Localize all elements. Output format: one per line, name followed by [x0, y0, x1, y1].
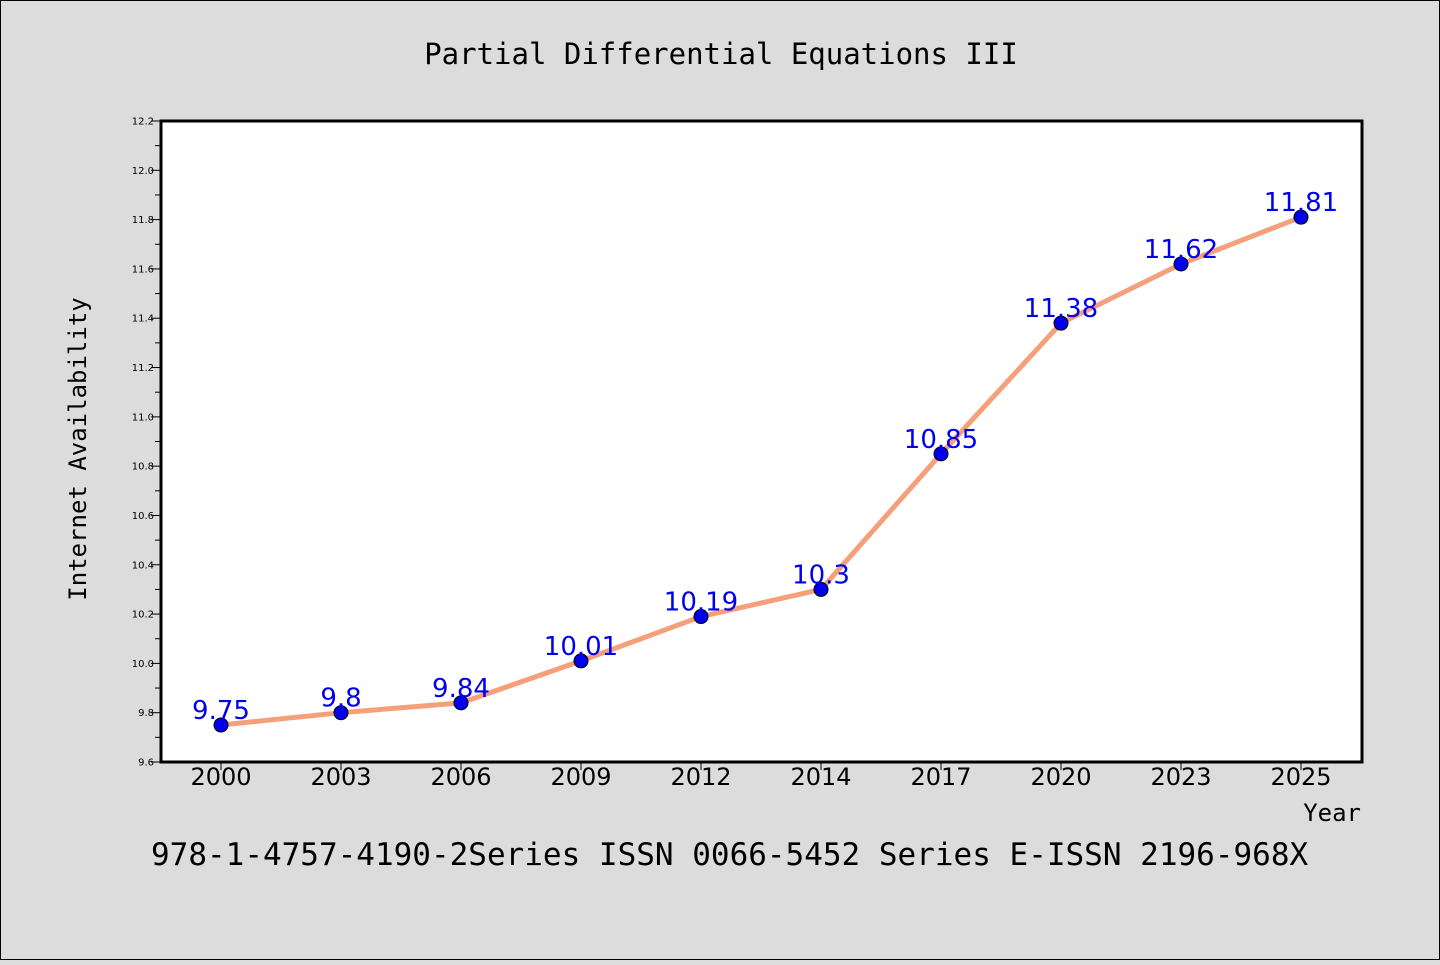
y-tick-label: 11.6 — [132, 264, 154, 275]
series-layer: 9.75 9.8 9.84 10.01 10.19 10.3 10.85 11.38 11.62… — [192, 188, 1338, 733]
data-label: 10.19 — [664, 588, 738, 618]
y-tick-label: 9.6 — [138, 758, 154, 769]
chart-title: Partial Differential Equations III — [424, 37, 1018, 71]
x-tick-label: 2017 — [910, 763, 971, 791]
data-point — [933, 446, 949, 462]
x-tick-label: 2025 — [1270, 763, 1331, 791]
y-tick-label: 11.0 — [132, 412, 154, 423]
y-tick-label: 12.2 — [132, 117, 154, 128]
data-point — [453, 695, 469, 711]
data-label: 11.38 — [1024, 294, 1098, 324]
y-tick-label: 9.8 — [138, 708, 154, 719]
data-point — [1173, 256, 1189, 272]
x-tick-label: 2009 — [550, 763, 611, 791]
data-label: 10.85 — [904, 425, 978, 455]
y-tick-label: 11.8 — [132, 215, 154, 226]
data-label: 9.75 — [192, 696, 250, 726]
plot-area — [159, 119, 1364, 764]
x-tick-label: 2023 — [1150, 763, 1211, 791]
y-tick-label: 11.2 — [132, 363, 154, 374]
x-axis-label: Year — [1303, 799, 1361, 827]
data-point — [1053, 315, 1069, 331]
data-point — [693, 609, 709, 625]
data-label: 9.8 — [320, 684, 361, 714]
x-tick-label: 2000 — [190, 763, 251, 791]
y-tick-label: 12.0 — [132, 166, 154, 177]
data-point — [573, 653, 589, 669]
y-tick-label: 10.8 — [132, 462, 154, 473]
data-point — [1293, 209, 1309, 225]
data-point — [813, 581, 829, 597]
y-tick-label: 10.0 — [132, 659, 154, 670]
data-label: 11.62 — [1144, 235, 1218, 265]
data-label: 10.3 — [792, 560, 850, 590]
x-tick-label: 2020 — [1030, 763, 1091, 791]
y-tick-label: 10.4 — [132, 560, 154, 571]
footer-text: 978-1-4757-4190-2Series ISSN 0066-5452 S… — [151, 837, 1308, 873]
x-tick-label: 2006 — [430, 763, 491, 791]
data-label: 9.84 — [432, 674, 490, 704]
x-tick-label: 2003 — [310, 763, 371, 791]
series-line — [218, 214, 1304, 728]
y-axis: 9.6 9.8 10.0 10.2 10.4 10.6 10.8 11.0 11.2 11.4 11… — [132, 117, 161, 769]
x-axis: 2000 2003 2006 2009 2012 2014 2017 2020 2023 2025 — [190, 762, 1332, 791]
x-tick-label: 2014 — [790, 763, 851, 791]
data-label: 11.81 — [1264, 188, 1338, 218]
y-axis-label: Internet Availability — [64, 297, 92, 600]
data-point — [213, 717, 229, 733]
y-tick-label: 10.6 — [132, 511, 154, 522]
data-label: 10.01 — [544, 632, 618, 662]
y-tick-label: 11.4 — [132, 314, 154, 325]
x-tick-label: 2012 — [670, 763, 731, 791]
data-point — [333, 705, 349, 721]
y-tick-label: 10.2 — [132, 610, 154, 621]
